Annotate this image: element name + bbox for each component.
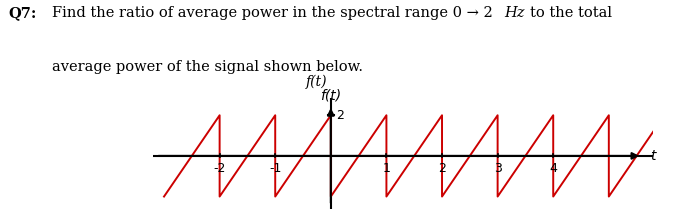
Text: Find the ratio of average power in the spectral range 0 → 2: Find the ratio of average power in the s…: [52, 6, 498, 20]
Text: 3: 3: [493, 162, 502, 175]
Text: Q7:: Q7:: [8, 6, 37, 20]
Text: f(t): f(t): [320, 89, 341, 103]
Text: Hz: Hz: [505, 6, 525, 20]
Text: -1: -1: [269, 162, 281, 175]
Text: 1: 1: [382, 162, 391, 175]
Text: 2: 2: [438, 162, 446, 175]
Text: average power of the signal shown below.: average power of the signal shown below.: [52, 60, 363, 74]
Text: f(t): f(t): [306, 75, 327, 89]
Text: to the total: to the total: [530, 6, 612, 20]
Text: -2: -2: [213, 162, 226, 175]
Text: t: t: [651, 149, 656, 163]
Text: 4: 4: [549, 162, 557, 175]
Text: 2: 2: [336, 109, 344, 122]
